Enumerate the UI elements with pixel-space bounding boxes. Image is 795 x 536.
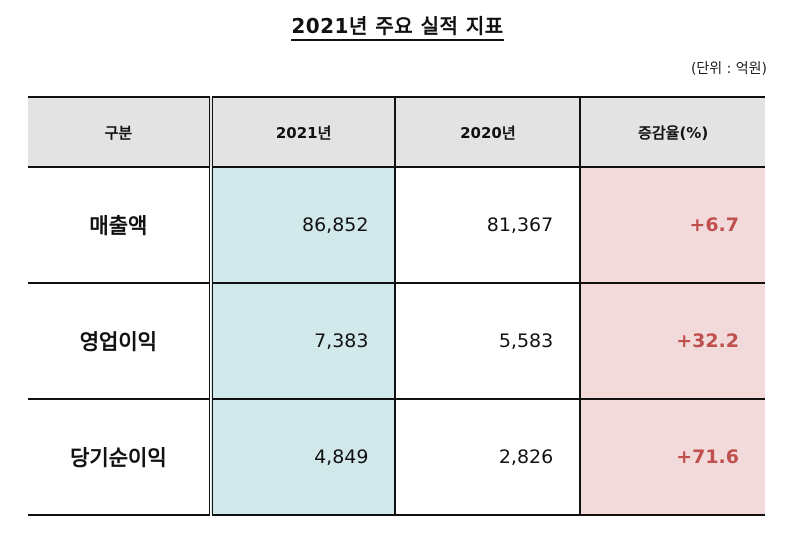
unit-note: (단위 : 억원) — [690, 61, 767, 77]
value-2021: 4,849 — [210, 398, 397, 516]
value-change-rate: +71.6 — [580, 398, 765, 516]
page-title: 2021년 주요 실적 지표 — [0, 10, 795, 41]
value-2020: 2,826 — [395, 398, 582, 516]
value-2021: 86,852 — [210, 166, 397, 284]
row-label: 영업이익 — [28, 282, 213, 400]
value-2020: 81,367 — [395, 166, 582, 284]
page-title-text: 2021년 주요 실적 지표 — [291, 14, 504, 41]
header-change-rate: 증감율(%) — [580, 96, 765, 168]
value-2021: 7,383 — [210, 282, 397, 400]
header-category: 구분 — [28, 96, 213, 168]
table-row-net-income: 당기순이익 4,849 2,826 +71.6 — [28, 398, 765, 516]
row-label: 당기순이익 — [28, 398, 213, 516]
table-row-operating-profit: 영업이익 7,383 5,583 +32.2 — [28, 282, 765, 400]
table-header-row: 구분 2021년 2020년 증감율(%) — [28, 96, 765, 168]
value-change-rate: +32.2 — [580, 282, 765, 400]
value-2020: 5,583 — [395, 282, 582, 400]
table-row-revenue: 매출액 86,852 81,367 +6.7 — [28, 166, 765, 284]
header-2020: 2020년 — [395, 96, 582, 168]
performance-table: 구분 2021년 2020년 증감율(%) 매출액 86,852 81,367 … — [28, 96, 765, 516]
header-2021: 2021년 — [210, 96, 397, 168]
value-change-rate: +6.7 — [580, 166, 765, 284]
row-label: 매출액 — [28, 166, 213, 284]
